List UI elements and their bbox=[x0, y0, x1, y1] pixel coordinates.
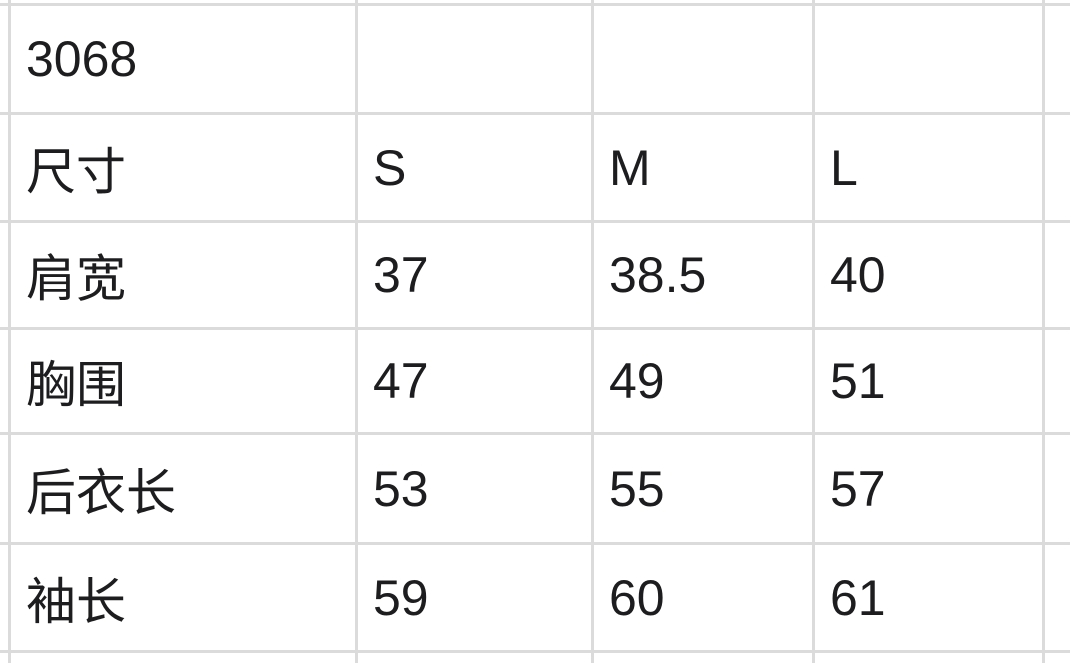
empty-cell bbox=[594, 6, 815, 115]
empty-cell bbox=[0, 115, 11, 223]
measurement-label-cell: 肩宽 bbox=[11, 223, 358, 330]
empty-cell bbox=[11, 0, 358, 6]
empty-cell bbox=[1045, 223, 1070, 330]
measurement-value-cell: 47 bbox=[358, 330, 594, 435]
measurement-value-cell: 59 bbox=[358, 545, 594, 653]
empty-cell bbox=[358, 6, 594, 115]
empty-cell bbox=[1045, 435, 1070, 545]
size-l-header-cell: L bbox=[815, 115, 1045, 223]
empty-cell bbox=[1045, 653, 1070, 663]
empty-cell bbox=[1045, 115, 1070, 223]
empty-cell bbox=[1045, 6, 1070, 115]
empty-cell bbox=[815, 0, 1045, 6]
empty-cell bbox=[0, 435, 11, 545]
measurement-value-cell: 55 bbox=[594, 435, 815, 545]
measurement-label-cell: 后衣长 bbox=[11, 435, 358, 545]
measurement-value-cell: 37 bbox=[358, 223, 594, 330]
empty-cell bbox=[0, 330, 11, 435]
empty-cell bbox=[0, 223, 11, 330]
measurement-value-cell: 40 bbox=[815, 223, 1045, 330]
empty-cell bbox=[1045, 0, 1070, 6]
measurement-value-cell: 49 bbox=[594, 330, 815, 435]
empty-cell bbox=[358, 0, 594, 6]
empty-cell bbox=[594, 653, 815, 663]
empty-cell bbox=[0, 6, 11, 115]
measurement-label-cell: 袖长 bbox=[11, 545, 358, 653]
empty-cell bbox=[358, 653, 594, 663]
product-code-cell: 3068 bbox=[11, 6, 358, 115]
measurement-value-cell: 60 bbox=[594, 545, 815, 653]
size-header-label-cell: 尺寸 bbox=[11, 115, 358, 223]
measurement-value-cell: 61 bbox=[815, 545, 1045, 653]
empty-cell bbox=[0, 653, 11, 663]
measurement-value-cell: 53 bbox=[358, 435, 594, 545]
empty-cell bbox=[1045, 330, 1070, 435]
size-m-header-cell: M bbox=[594, 115, 815, 223]
empty-cell bbox=[815, 653, 1045, 663]
empty-cell bbox=[1045, 545, 1070, 653]
empty-cell bbox=[594, 0, 815, 6]
measurement-label-cell: 胸围 bbox=[11, 330, 358, 435]
measurement-value-cell: 57 bbox=[815, 435, 1045, 545]
empty-cell bbox=[0, 0, 11, 6]
empty-cell bbox=[815, 6, 1045, 115]
empty-cell bbox=[11, 653, 358, 663]
measurement-value-cell: 51 bbox=[815, 330, 1045, 435]
measurement-value-cell: 38.5 bbox=[594, 223, 815, 330]
empty-cell bbox=[0, 545, 11, 653]
size-s-header-cell: S bbox=[358, 115, 594, 223]
